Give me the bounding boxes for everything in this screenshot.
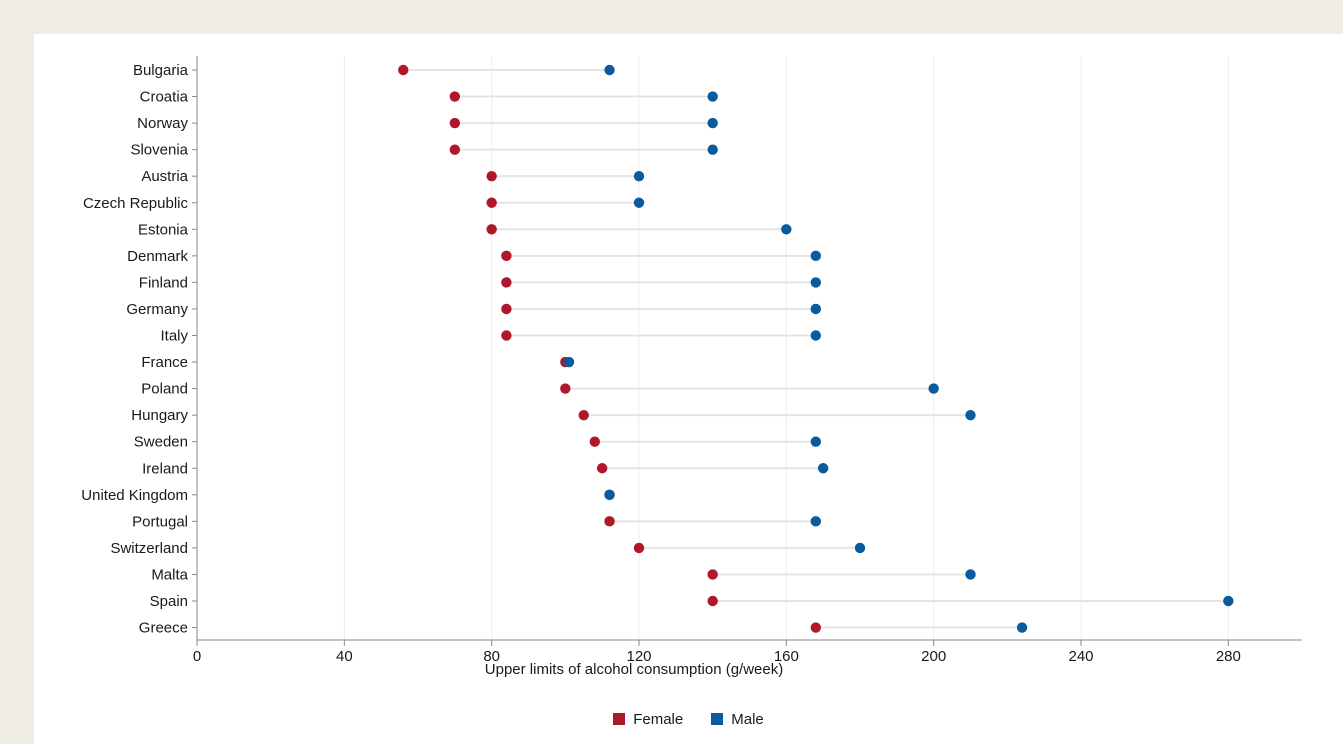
male-point <box>633 197 645 208</box>
male-point <box>965 409 976 421</box>
legend-item-male: Male <box>711 711 764 728</box>
female-point <box>604 516 615 527</box>
category-label: Denmark <box>127 248 188 265</box>
legend-swatch-female <box>613 713 626 725</box>
category-label: Malta <box>151 566 188 583</box>
category-label: United Kingdom <box>81 487 188 504</box>
category-label: Italy <box>160 328 188 345</box>
male-point <box>1223 595 1234 607</box>
category-label: Spain <box>150 593 188 610</box>
female-point <box>589 436 600 447</box>
category-label: Germany <box>126 301 188 318</box>
category-label: Portugal <box>132 513 188 530</box>
female-point <box>707 595 718 607</box>
x-tick-label: 160 <box>774 648 799 665</box>
male-point <box>817 463 829 474</box>
female-point <box>560 383 571 394</box>
legend: Female Male <box>34 705 1343 733</box>
dumbbell-chart: Bulgaria Croatia Norway Slovenia Austria Czec… <box>81 56 1302 678</box>
point-layer <box>398 64 1234 633</box>
male-point <box>707 144 718 155</box>
legend-swatch-male <box>711 713 724 725</box>
x-tick-label: 80 <box>483 648 500 665</box>
category-label: France <box>141 354 188 371</box>
category-label: Czech Republic <box>83 195 189 212</box>
male-point <box>633 171 645 182</box>
male-point <box>604 489 615 500</box>
female-point <box>486 224 497 235</box>
category-label: Poland <box>141 381 188 398</box>
category-label: Hungary <box>131 407 188 424</box>
x-axis: 0 40 80 120 160 200 240 280 <box>192 56 1302 665</box>
legend-label-male: Male <box>731 710 764 728</box>
category-label: Finland <box>139 274 188 291</box>
female-point <box>449 91 461 102</box>
male-point <box>1016 622 1028 633</box>
category-label: Croatia <box>140 89 189 106</box>
x-axis-title: Upper limits of alcohol consumption (g/w… <box>485 661 783 678</box>
female-point <box>501 330 512 341</box>
male-point <box>781 224 792 235</box>
female-point <box>486 197 497 208</box>
x-tick-label: 240 <box>1068 648 1093 665</box>
male-point <box>810 436 821 447</box>
category-label: Ireland <box>142 460 188 477</box>
category-label: Norway <box>137 115 188 132</box>
male-point <box>707 117 718 129</box>
category-label: Estonia <box>138 221 189 238</box>
female-point <box>449 144 461 155</box>
category-label: Greece <box>139 620 188 637</box>
female-point <box>633 542 645 554</box>
legend-label-female: Female <box>633 710 684 728</box>
grid-layer <box>343 56 1229 640</box>
female-point <box>449 117 461 129</box>
male-point <box>810 277 821 288</box>
legend-item-female: Female <box>613 711 683 728</box>
connector-layer <box>403 69 1229 629</box>
x-tick-label: 0 <box>193 648 201 665</box>
x-tick-label: 40 <box>336 648 353 665</box>
category-label: Bulgaria <box>133 62 189 79</box>
male-point <box>810 303 821 315</box>
chart-panel: Bulgaria Croatia Norway Slovenia Austria Czec… <box>34 34 1343 744</box>
x-tick-label: 120 <box>626 648 651 665</box>
male-point <box>854 542 866 554</box>
female-point <box>501 250 512 262</box>
male-point <box>810 516 821 527</box>
male-point <box>965 569 976 580</box>
female-point <box>486 171 497 182</box>
category-label-layer: Bulgaria Croatia Norway Slovenia Austria Czec… <box>81 62 188 637</box>
category-label: Austria <box>141 168 188 185</box>
male-point <box>810 330 821 341</box>
x-tick-label: 280 <box>1216 648 1241 665</box>
male-point <box>707 91 718 102</box>
x-tick-label: 200 <box>921 648 946 665</box>
female-point <box>707 569 718 580</box>
female-point <box>810 622 821 633</box>
male-point <box>604 64 615 76</box>
female-point <box>398 64 409 76</box>
male-point <box>928 383 939 394</box>
category-label: Switzerland <box>110 540 188 557</box>
male-point <box>563 356 575 368</box>
female-point <box>501 303 512 315</box>
female-point <box>501 277 512 288</box>
female-point <box>578 409 589 421</box>
category-label: Sweden <box>134 434 188 451</box>
female-point <box>596 463 608 474</box>
male-point <box>810 250 821 262</box>
category-label: Slovenia <box>130 142 188 159</box>
